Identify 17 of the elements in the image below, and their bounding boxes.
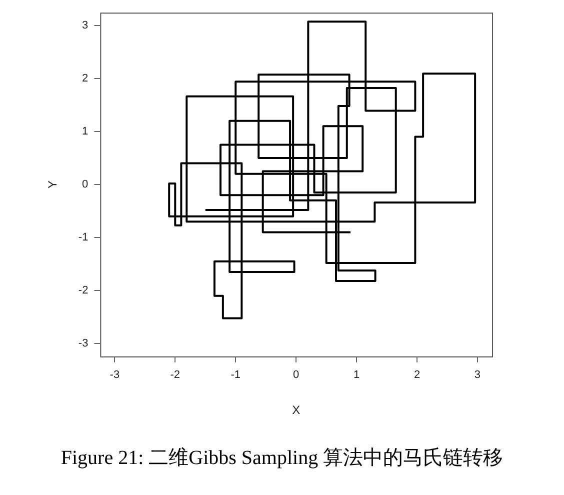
x-tick-label: 3 [474, 369, 481, 382]
y-tick-label: 0 [82, 178, 88, 191]
y-tick-label: 2 [82, 72, 88, 84]
x-tick-label: 2 [414, 369, 420, 382]
y-axis-title: Y [46, 180, 60, 189]
x-tick-label: 0 [293, 369, 300, 382]
caption: Figure 21: 二维Gibbs Sampling 算法中的马氏链转移 [60, 446, 504, 471]
y-tick-label: -1 [78, 232, 88, 244]
x-tick-label: -1 [230, 369, 241, 382]
y-tick-label: 1 [82, 125, 88, 138]
x-tick-label: -3 [110, 369, 120, 382]
x-axis-title: X [292, 403, 300, 418]
y-tick-label: -2 [78, 284, 88, 297]
x-tick-label: 1 [353, 369, 360, 382]
y-tick-label: 3 [82, 19, 88, 32]
x-tick-label: -2 [170, 369, 180, 382]
y-tick-label: -3 [78, 338, 88, 350]
